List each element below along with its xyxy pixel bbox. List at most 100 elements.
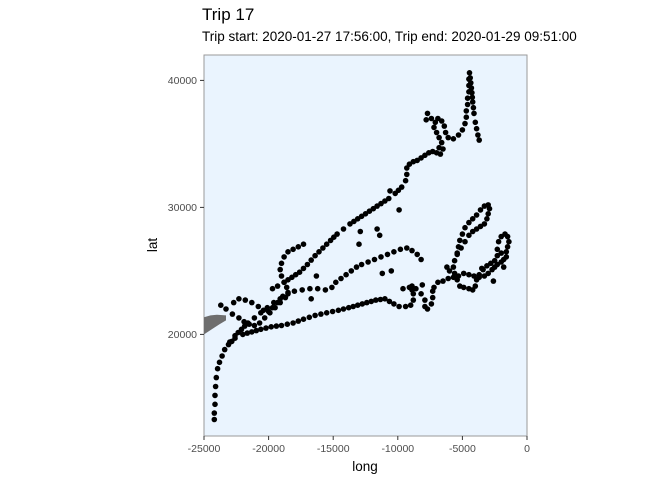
chart-title: Trip 17 bbox=[202, 5, 255, 24]
data-point bbox=[299, 287, 306, 293]
data-point bbox=[357, 228, 364, 235]
data-point bbox=[407, 302, 414, 309]
data-point bbox=[245, 320, 251, 326]
data-point bbox=[249, 299, 255, 306]
data-point bbox=[290, 320, 296, 326]
data-point bbox=[391, 301, 397, 307]
data-point bbox=[466, 219, 472, 226]
data-point bbox=[329, 284, 335, 291]
data-point bbox=[304, 261, 311, 268]
data-point bbox=[291, 288, 298, 295]
data-point bbox=[431, 124, 437, 131]
data-point bbox=[428, 301, 435, 307]
data-point bbox=[400, 285, 406, 292]
data-point bbox=[498, 233, 505, 240]
y-axis-label: lat bbox=[145, 238, 160, 253]
data-point bbox=[481, 203, 488, 209]
data-point bbox=[285, 291, 291, 297]
data-point bbox=[466, 70, 473, 76]
data-point bbox=[436, 134, 442, 141]
data-point bbox=[323, 310, 330, 316]
data-point bbox=[236, 315, 242, 321]
data-point bbox=[386, 298, 393, 305]
data-point bbox=[490, 278, 497, 284]
data-point bbox=[230, 299, 237, 306]
data-point bbox=[494, 246, 501, 253]
data-point bbox=[244, 330, 251, 336]
data-point bbox=[359, 301, 366, 307]
data-point bbox=[391, 249, 397, 255]
x-axis-label: long bbox=[352, 459, 378, 474]
plot-panel bbox=[203, 54, 528, 437]
data-point bbox=[253, 327, 260, 334]
data-point bbox=[278, 273, 285, 279]
data-point bbox=[223, 306, 229, 312]
data-point bbox=[429, 294, 436, 301]
data-point bbox=[498, 250, 505, 256]
y-tick-label: 40000 bbox=[168, 75, 197, 87]
data-point bbox=[504, 244, 511, 250]
data-point bbox=[404, 245, 410, 251]
data-point bbox=[338, 275, 344, 282]
data-point bbox=[340, 306, 347, 312]
data-point bbox=[229, 311, 236, 317]
data-point bbox=[473, 277, 480, 283]
chart-subtitle: Trip start: 2020-01-27 17:56:00, Trip en… bbox=[202, 29, 577, 44]
data-point bbox=[251, 315, 258, 321]
data-point bbox=[424, 306, 431, 312]
data-point bbox=[469, 216, 476, 222]
data-point bbox=[506, 238, 512, 245]
data-point bbox=[386, 195, 392, 202]
data-point bbox=[475, 132, 481, 138]
data-point bbox=[221, 346, 228, 353]
data-point bbox=[384, 251, 391, 258]
data-point bbox=[464, 101, 471, 108]
data-point bbox=[308, 257, 315, 263]
land-layer bbox=[204, 314, 226, 335]
data-point bbox=[251, 322, 258, 329]
data-point bbox=[261, 315, 268, 321]
data-point bbox=[437, 151, 444, 157]
data-point bbox=[484, 216, 490, 222]
data-point bbox=[485, 270, 492, 277]
data-point bbox=[295, 318, 302, 324]
data-point bbox=[423, 117, 430, 123]
data-point bbox=[468, 80, 474, 86]
data-point bbox=[462, 238, 468, 245]
data-point bbox=[278, 322, 285, 329]
data-point bbox=[218, 302, 224, 309]
x-tick-label: -25000 bbox=[188, 443, 221, 455]
data-point bbox=[413, 285, 419, 292]
data-point bbox=[249, 329, 255, 335]
data-point bbox=[269, 285, 276, 292]
y-tick-label: 30000 bbox=[168, 202, 197, 214]
data-point bbox=[459, 231, 466, 237]
data-point bbox=[256, 320, 263, 326]
data-point bbox=[329, 308, 336, 315]
data-point bbox=[313, 273, 320, 279]
data-point bbox=[440, 278, 446, 284]
data-point bbox=[216, 359, 223, 366]
data-point bbox=[479, 265, 485, 272]
x-tick-label: 0 bbox=[524, 443, 530, 455]
data-point bbox=[379, 270, 386, 277]
data-point bbox=[418, 256, 424, 263]
data-point bbox=[422, 297, 428, 303]
data-point bbox=[446, 268, 453, 274]
data-point bbox=[485, 211, 492, 217]
data-point bbox=[340, 226, 347, 232]
data-point bbox=[462, 224, 468, 231]
data-point bbox=[481, 221, 488, 227]
y-axis: 20000 30000 40000 bbox=[168, 75, 204, 341]
data-point bbox=[285, 249, 291, 255]
data-point bbox=[435, 279, 441, 286]
data-point bbox=[278, 260, 285, 267]
data-point bbox=[397, 246, 404, 253]
data-point bbox=[264, 304, 271, 311]
data-point bbox=[438, 139, 445, 146]
data-point bbox=[333, 279, 339, 286]
data-point bbox=[463, 108, 470, 114]
data-point bbox=[451, 257, 458, 264]
data-point bbox=[436, 144, 442, 151]
